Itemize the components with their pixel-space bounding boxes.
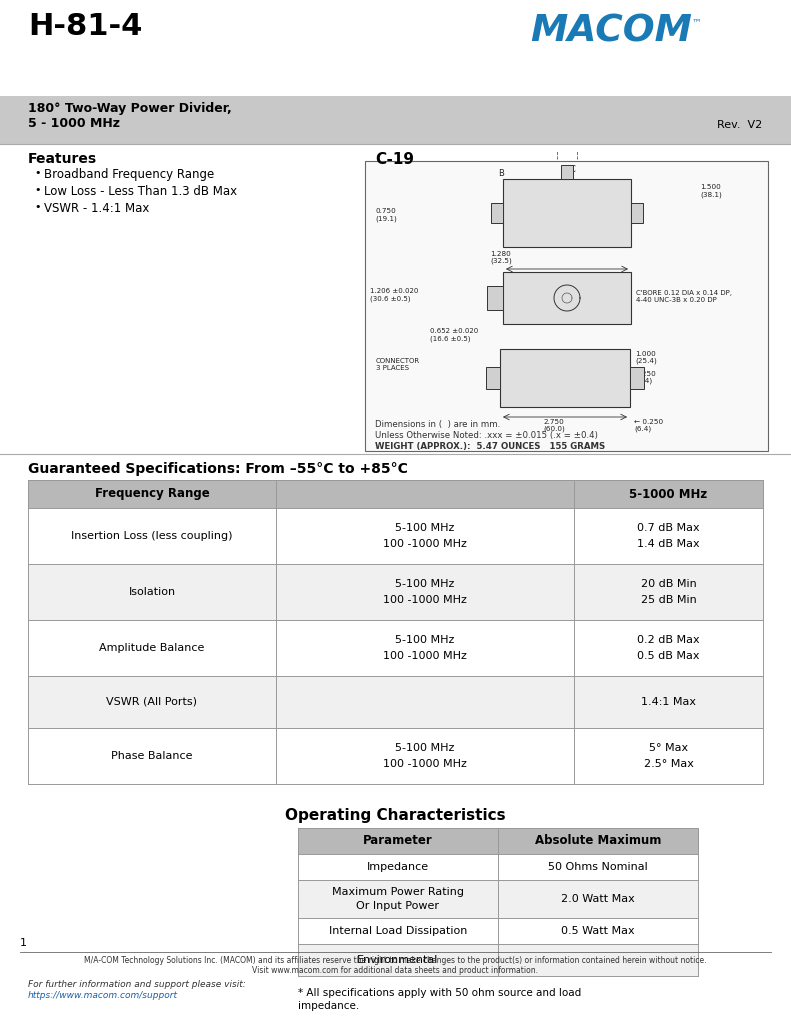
Text: 2.750: 2.750 — [543, 419, 564, 425]
Text: Dimensions in (  ) are in mm.: Dimensions in ( ) are in mm. — [375, 420, 500, 429]
Text: •: • — [34, 168, 40, 178]
Bar — [486, 367, 500, 389]
Text: 5-100 MHz
100 -1000 MHz: 5-100 MHz 100 -1000 MHz — [383, 523, 467, 549]
Bar — [561, 165, 573, 179]
Text: 1.4:1 Max: 1.4:1 Max — [641, 697, 696, 707]
Text: 2.0 Watt Max: 2.0 Watt Max — [561, 894, 635, 904]
Bar — [365, 161, 768, 451]
Bar — [500, 349, 630, 407]
Text: •: • — [34, 185, 40, 195]
Text: Broadband Frequency Range: Broadband Frequency Range — [44, 168, 214, 181]
Bar — [298, 854, 698, 880]
Text: Frequency Range: Frequency Range — [95, 487, 210, 501]
Bar — [491, 203, 503, 223]
Bar — [298, 828, 698, 854]
Text: (6.4): (6.4) — [634, 426, 651, 432]
Text: Rev.  V2: Rev. V2 — [717, 120, 762, 130]
Bar — [630, 367, 644, 389]
Text: 1: 1 — [20, 938, 27, 948]
Text: •: • — [34, 202, 40, 212]
Bar — [0, 144, 791, 454]
Text: Visit www.macom.com for additional data sheets and product information.: Visit www.macom.com for additional data … — [252, 966, 538, 975]
Bar — [298, 880, 698, 918]
Bar — [28, 508, 763, 564]
Text: 5-100 MHz
100 -1000 MHz: 5-100 MHz 100 -1000 MHz — [383, 635, 467, 660]
Text: Impedance: Impedance — [367, 862, 429, 872]
Text: 5-100 MHz
100 -1000 MHz: 5-100 MHz 100 -1000 MHz — [383, 743, 467, 769]
Text: D: D — [572, 218, 578, 227]
Text: 5-1000 MHz: 5-1000 MHz — [630, 487, 708, 501]
Text: Isolation: Isolation — [128, 587, 176, 597]
Text: * All specifications apply with 50 ohm source and load
impedance.: * All specifications apply with 50 ohm s… — [298, 988, 581, 1012]
Text: VSWR (All Ports): VSWR (All Ports) — [107, 697, 198, 707]
Text: C-19: C-19 — [375, 152, 414, 167]
Text: Maximum Power Rating
Or Input Power: Maximum Power Rating Or Input Power — [332, 887, 464, 911]
Bar — [0, 0, 791, 96]
Bar — [298, 944, 698, 976]
Bar — [28, 620, 763, 676]
Text: Internal Load Dissipation: Internal Load Dissipation — [329, 926, 467, 936]
Text: 3.250 (82.6): 3.250 (82.6) — [549, 271, 594, 278]
Text: Guaranteed Specifications: From –55°C to +85°C: Guaranteed Specifications: From –55°C to… — [28, 462, 408, 476]
Text: Insertion Loss (less coupling): Insertion Loss (less coupling) — [71, 531, 233, 541]
Text: Absolute Maximum: Absolute Maximum — [535, 835, 661, 848]
Text: CONNECTOR
3 PLACES: CONNECTOR 3 PLACES — [376, 358, 420, 371]
Text: For further information and support please visit:: For further information and support plea… — [28, 980, 246, 989]
Bar — [28, 728, 763, 784]
Text: 1.206 ±0.020
(30.6 ±0.5): 1.206 ±0.020 (30.6 ±0.5) — [370, 288, 418, 301]
Text: 5-100 MHz
100 -1000 MHz: 5-100 MHz 100 -1000 MHz — [383, 580, 467, 605]
Text: 0.750
(19.1): 0.750 (19.1) — [375, 208, 397, 221]
Text: Amplitude Balance: Amplitude Balance — [100, 643, 205, 653]
Text: https://www.macom.com/support: https://www.macom.com/support — [28, 991, 178, 1000]
Text: Operating Characteristics: Operating Characteristics — [286, 808, 505, 823]
Text: 0.2 dB Max
0.5 dB Max: 0.2 dB Max 0.5 dB Max — [638, 635, 700, 660]
Bar — [0, 96, 791, 144]
Text: 0.250
(6.4): 0.250 (6.4) — [635, 371, 656, 384]
Text: 5 - 1000 MHz: 5 - 1000 MHz — [28, 117, 120, 130]
Bar — [503, 272, 631, 324]
Text: C'BORE 0.12 DIA x 0.14 DP,
4-40 UNC-3B x 0.20 DP: C'BORE 0.12 DIA x 0.14 DP, 4-40 UNC-3B x… — [636, 290, 732, 303]
Text: Parameter: Parameter — [363, 835, 433, 848]
Text: 5° Max
2.5° Max: 5° Max 2.5° Max — [644, 743, 694, 769]
Bar — [487, 286, 503, 310]
Bar — [298, 918, 698, 944]
Text: 20 dB Min
25 dB Min: 20 dB Min 25 dB Min — [641, 580, 696, 605]
Text: (32.5): (32.5) — [490, 258, 512, 264]
Bar — [28, 676, 763, 728]
Text: (60.0): (60.0) — [543, 426, 565, 432]
Text: Unless Otherwise Noted: .xxx = ±0.015 (.x = ±0.4): Unless Otherwise Noted: .xxx = ±0.015 (.… — [375, 431, 598, 440]
Bar — [28, 564, 763, 620]
Text: ™: ™ — [692, 17, 702, 27]
Bar — [28, 480, 763, 508]
Text: 1.000
(25.4): 1.000 (25.4) — [635, 351, 657, 365]
Text: 1.280: 1.280 — [490, 251, 511, 257]
Text: 0.7 dB Max
1.4 dB Max: 0.7 dB Max 1.4 dB Max — [638, 523, 700, 549]
Text: 50 Ohms Nominal: 50 Ohms Nominal — [548, 862, 648, 872]
Text: Low Loss - Less Than 1.3 dB Max: Low Loss - Less Than 1.3 dB Max — [44, 185, 237, 198]
Text: Environmental: Environmental — [358, 955, 439, 965]
Text: VSWR - 1.4:1 Max: VSWR - 1.4:1 Max — [44, 202, 149, 215]
Text: MACOM: MACOM — [530, 14, 692, 50]
Text: C: C — [569, 165, 575, 174]
Bar — [503, 179, 631, 247]
Bar — [631, 203, 643, 223]
Text: M/A-COM Technology Solutions Inc. (MACOM) and its affiliates reserve the right t: M/A-COM Technology Solutions Inc. (MACOM… — [84, 956, 706, 965]
Text: Features: Features — [28, 152, 97, 166]
Text: 0.652 ±0.020
(16.6 ±0.5): 0.652 ±0.020 (16.6 ±0.5) — [430, 328, 479, 341]
Text: 1.500
(38.1): 1.500 (38.1) — [700, 184, 721, 198]
Text: WEIGHT (APPROX.):  5.47 OUNCES   155 GRAMS: WEIGHT (APPROX.): 5.47 OUNCES 155 GRAMS — [375, 442, 605, 451]
Text: 0.5 Watt Max: 0.5 Watt Max — [561, 926, 635, 936]
Text: Phase Balance: Phase Balance — [112, 751, 193, 761]
Text: ← 0.250: ← 0.250 — [634, 419, 663, 425]
Text: H-81-4: H-81-4 — [28, 12, 142, 41]
Text: B: B — [498, 169, 504, 178]
Text: 180° Two-Way Power Divider,: 180° Two-Way Power Divider, — [28, 102, 232, 115]
